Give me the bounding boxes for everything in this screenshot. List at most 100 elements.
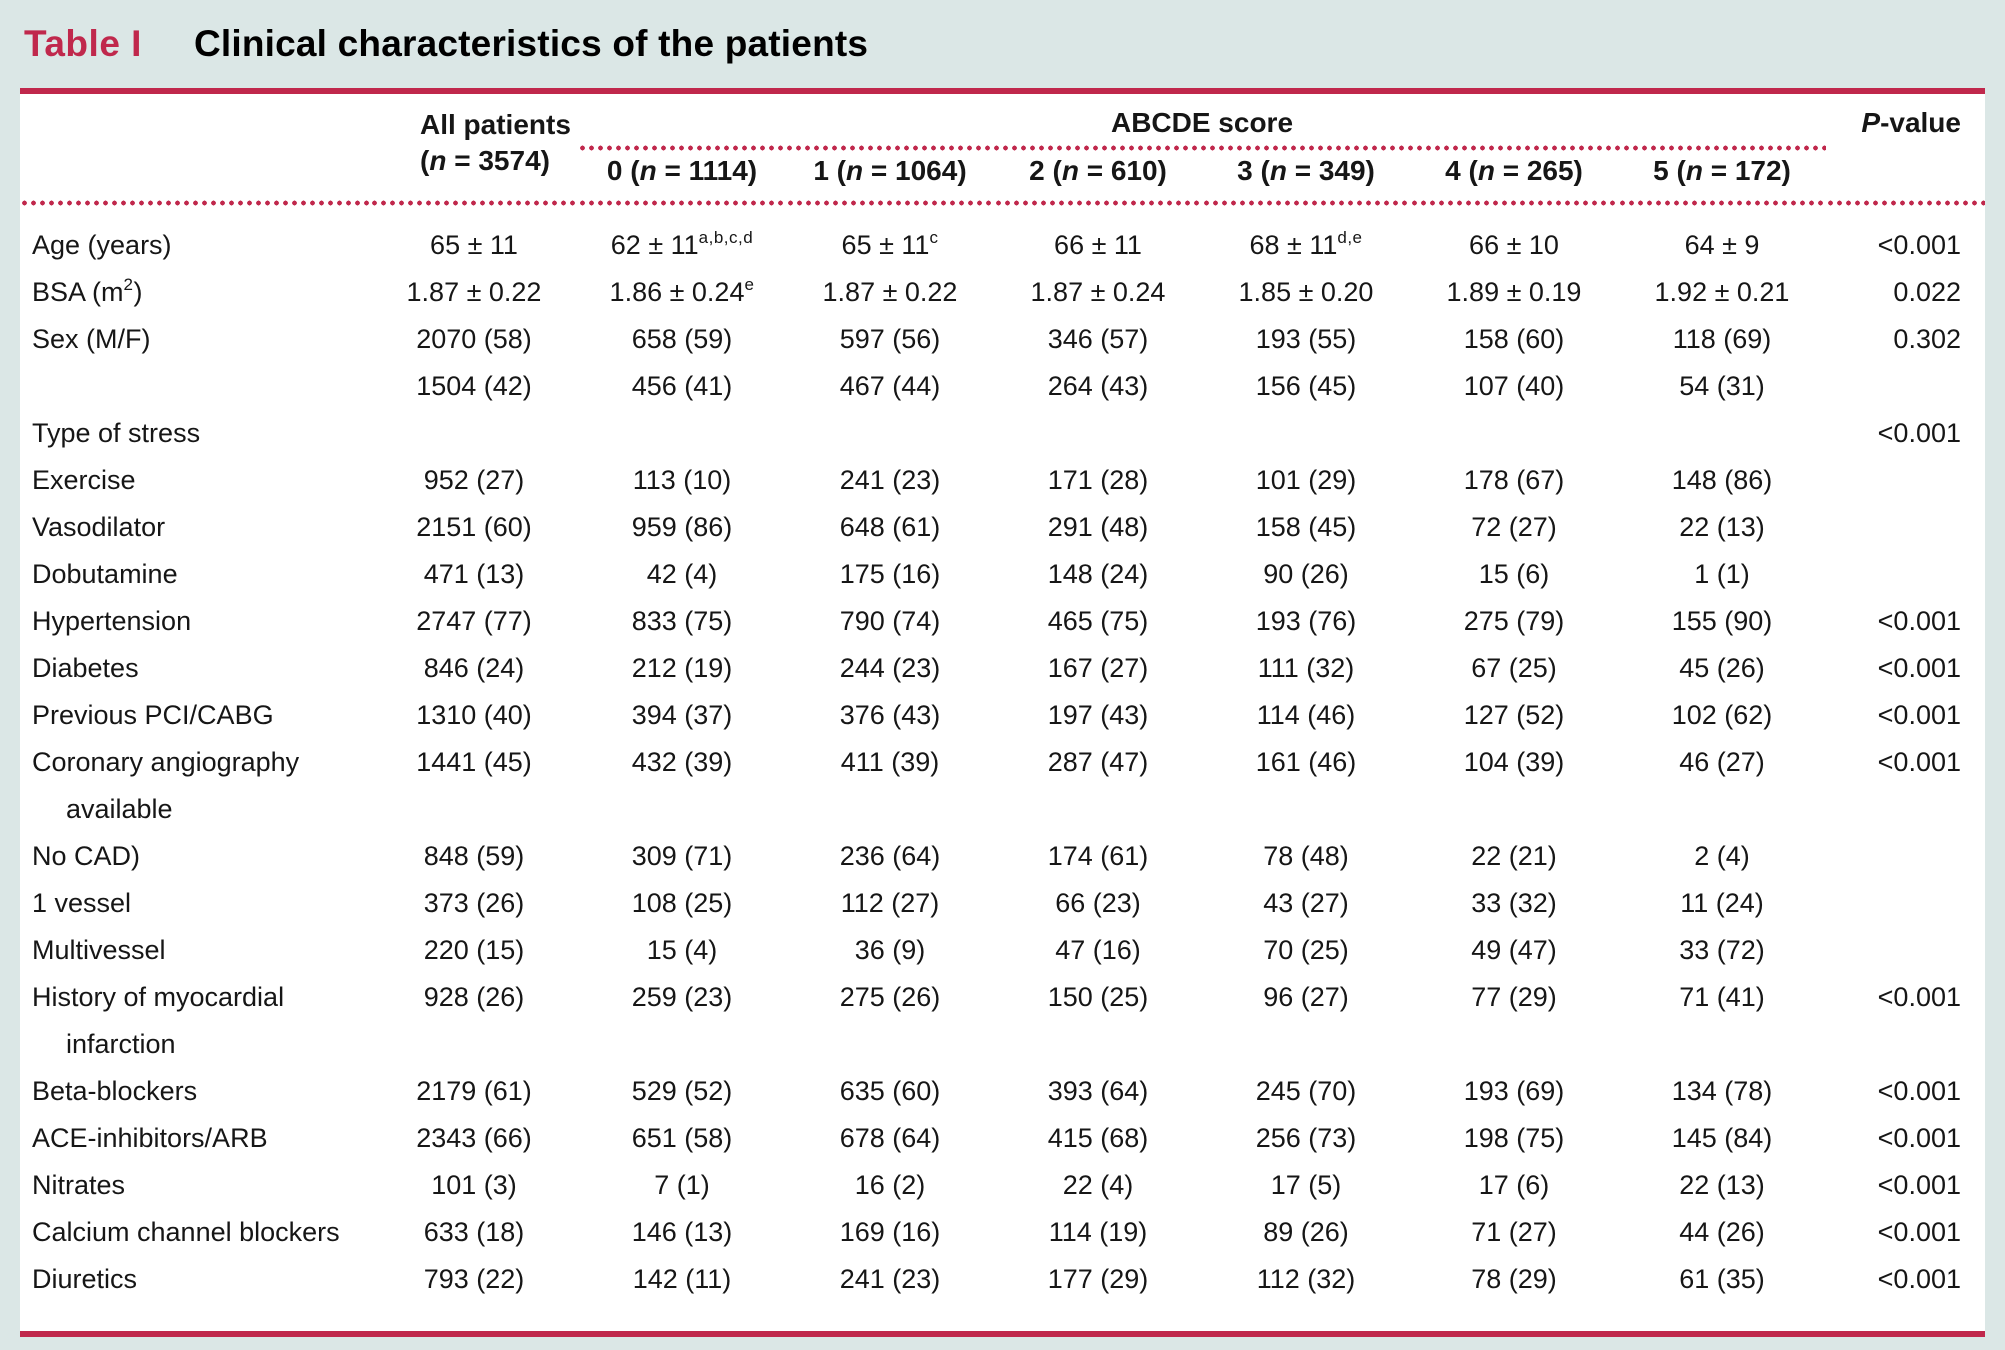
row-label: Diuretics <box>32 1264 138 1294</box>
all-patients-line1: All patients <box>420 109 571 140</box>
cell: 62 ± 11a,b,c,d <box>610 228 754 260</box>
cell <box>1618 410 1826 457</box>
cell: 107 (40) <box>1463 371 1565 401</box>
table-row: 1 vessel 373 (26) 108 (25) 112 (27) 66 (23) 4… <box>20 880 1985 927</box>
cell: 633 (18) <box>423 1217 525 1247</box>
cell: 89 (26) <box>1263 1217 1349 1247</box>
cell: 66 (23) <box>1055 888 1141 918</box>
table-row: Nitrates 101 (3) 7 (1) 16 (2) 22 (4) 17 (5) 17… <box>20 1162 1985 1209</box>
p-value-cell: <0.001 <box>1877 1264 1961 1294</box>
cell: 411 (39) <box>840 747 940 777</box>
cell: 529 (52) <box>631 1076 733 1106</box>
p-value-cell: <0.001 <box>1877 700 1961 730</box>
cell: 2 (4) <box>1694 841 1750 871</box>
cell: 33 (32) <box>1471 888 1557 918</box>
row-label: Diabetes <box>32 653 139 683</box>
row-label: Coronary angiography available <box>20 739 370 833</box>
table-row: ACE-inhibitors/ARB 2343 (66) 651 (58) 678 (… <box>20 1115 1985 1162</box>
p-value-cell: <0.001 <box>1877 982 1961 1012</box>
cell: 790 (74) <box>839 606 941 636</box>
cell: 833 (75) <box>631 606 733 636</box>
cell: 236 (64) <box>839 841 941 871</box>
cell: 111 (32) <box>1257 653 1355 683</box>
cell: 169 (16) <box>839 1217 941 1247</box>
cell: 127 (52) <box>1463 700 1565 730</box>
cell: 291 (48) <box>1047 512 1149 542</box>
cell: 1.87 ± 0.22 <box>406 277 542 307</box>
p-value-cell: <0.001 <box>1877 230 1961 260</box>
row-label-continuation: infarction <box>66 1029 176 1059</box>
cell: 22 (21) <box>1471 841 1557 871</box>
row-label: No CAD) <box>32 841 141 871</box>
cell: 1 (1) <box>1694 559 1750 589</box>
table-header: All patients (n = 3574) ABCDE score P-va… <box>20 94 1985 206</box>
column-header-score-3: 3 (n = 349) <box>1202 151 1410 206</box>
cell: 96 (27) <box>1263 982 1349 1012</box>
cell: 465 (75) <box>1047 606 1149 636</box>
cell: 1441 (45) <box>416 747 532 777</box>
cell: 114 (46) <box>1256 700 1356 730</box>
cell: 66 ± 11 <box>1054 230 1142 260</box>
cell: 36 (9) <box>854 935 926 965</box>
cell: 150 (25) <box>1047 982 1149 1012</box>
column-header-score-1: 1 (n = 1064) <box>786 151 994 206</box>
row-label: Exercise <box>32 465 136 495</box>
cell: 1.89 ± 0.19 <box>1446 277 1582 307</box>
table-row: Exercise 952 (27) 113 (10) 241 (23) 171 (28)… <box>20 457 1985 504</box>
column-header-score-5: 5 (n = 172) <box>1618 151 1826 206</box>
cell: 44 (26) <box>1679 1217 1765 1247</box>
table-caption: Table I Clinical characteristics of the … <box>0 0 2005 88</box>
row-label: History of myocardial infarction <box>20 974 370 1068</box>
cell: 167 (27) <box>1047 653 1149 683</box>
cell: 2343 (66) <box>416 1123 532 1153</box>
row-label: Type of stress <box>32 418 201 448</box>
cell: 68 ± 11d,e <box>1249 228 1363 260</box>
p-value-cell <box>1826 551 1985 598</box>
cell: 7 (1) <box>654 1170 710 1200</box>
cell: 114 (19) <box>1048 1217 1148 1247</box>
cell: 161 (46) <box>1255 747 1357 777</box>
cell: 45 (26) <box>1679 653 1765 683</box>
header-row-subcolumns: 0 (n = 1114) 1 (n = 1064) 2 (n = 610) 3 … <box>20 151 1985 206</box>
table-row: Age (years) 65 ± 11 62 ± 11a,b,c,d 65 ± 11c… <box>20 206 1985 269</box>
column-header-score-2: 2 (n = 610) <box>994 151 1202 206</box>
cell: 635 (60) <box>839 1076 941 1106</box>
cell: 16 (2) <box>854 1170 926 1200</box>
cell: 275 (26) <box>839 982 941 1012</box>
cell: 49 (47) <box>1471 935 1557 965</box>
cell: 61 (35) <box>1679 1264 1765 1294</box>
row-label: 1 vessel <box>32 888 132 918</box>
row-label: BSA (m2) <box>32 275 143 307</box>
cell: 287 (47) <box>1047 747 1149 777</box>
p-value-cell: <0.001 <box>1877 653 1961 683</box>
table-row: Previous PCI/CABG 1310 (40) 394 (37) 376 (4… <box>20 692 1985 739</box>
table-row: Sex (M/F) 2070 (58) 658 (59) 597 (56) 346 (5… <box>20 316 1985 363</box>
table-body: Age (years) 65 ± 11 62 ± 11a,b,c,d 65 ± 11c… <box>20 206 1985 1303</box>
cell: 952 (27) <box>423 465 525 495</box>
row-label: Hypertension <box>32 606 192 636</box>
table-row: Coronary angiography available 1441 (45) 43… <box>20 739 1985 833</box>
row-label: Nitrates <box>32 1170 126 1200</box>
cell: 175 (16) <box>839 559 941 589</box>
cell: 11 (24) <box>1680 888 1764 918</box>
table-row: No CAD) 848 (59) 309 (71) 236 (64) 174 (61) 7… <box>20 833 1985 880</box>
table-row: Vasodilator 2151 (60) 959 (86) 648 (61) 291 … <box>20 504 1985 551</box>
p-value-cell: <0.001 <box>1877 747 1961 777</box>
p-value-cell: <0.001 <box>1877 1217 1961 1247</box>
cell: 17 (6) <box>1478 1170 1550 1200</box>
cell: 101 (3) <box>431 1170 517 1200</box>
row-label: Sex (M/F) <box>32 324 151 354</box>
table-number: Table I <box>24 23 142 64</box>
table-row: Multivessel 220 (15) 15 (4) 36 (9) 47 (16) 70… <box>20 927 1985 974</box>
cell: 171 (28) <box>1047 465 1149 495</box>
cell: 220 (15) <box>423 935 525 965</box>
cell: 193 (76) <box>1255 606 1357 636</box>
table-row: History of myocardial infarction 928 (26) 2… <box>20 974 1985 1068</box>
cell: 1.87 ± 0.22 <box>822 277 958 307</box>
cell: 118 (69) <box>1672 324 1772 354</box>
cell: 432 (39) <box>631 747 733 777</box>
cell: 309 (71) <box>631 841 733 871</box>
column-header-all-patients: All patients (n = 3574) <box>370 94 578 206</box>
cell: 72 (27) <box>1471 512 1557 542</box>
cell <box>786 410 994 457</box>
